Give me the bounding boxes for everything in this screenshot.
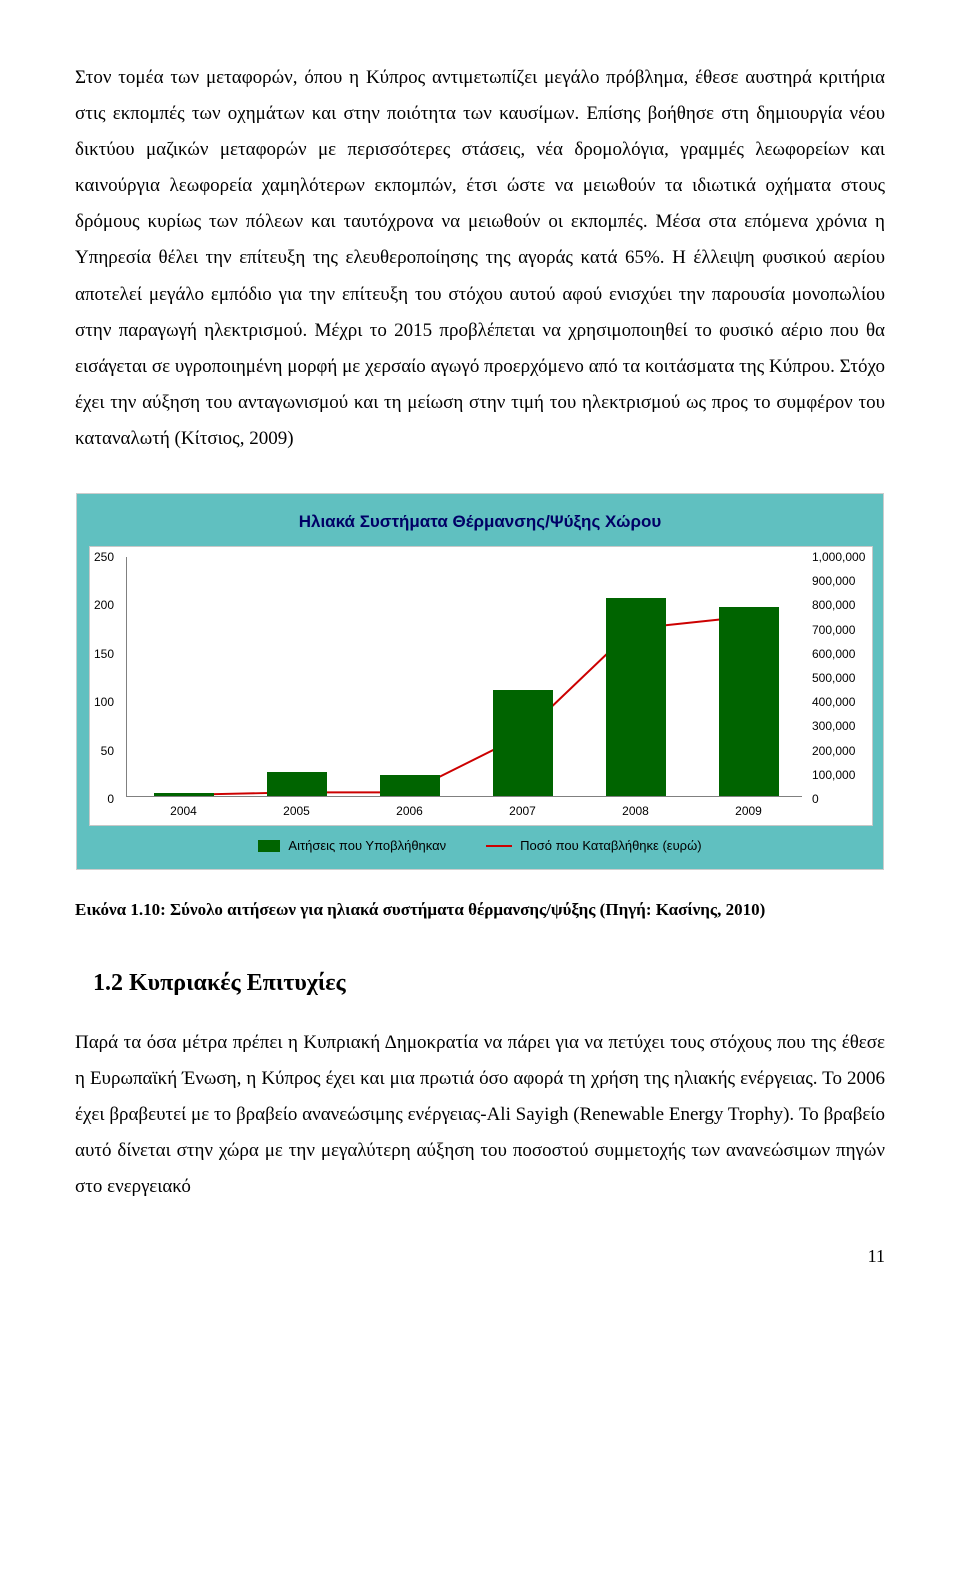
legend-bar-swatch [258, 840, 280, 852]
x-axis-label: 2005 [267, 804, 327, 818]
y-right-tick: 1,000,000 [812, 550, 876, 564]
chart-bar [719, 607, 779, 796]
y-right-tick: 400,000 [812, 695, 876, 709]
chart-title: Ηλιακά Συστήματα Θέρμανσης/Ψύξης Χώρου [89, 506, 871, 546]
page-number: 11 [75, 1246, 885, 1267]
y-left-tick: 150 [86, 647, 114, 661]
y-left-tick: 50 [86, 744, 114, 758]
y-left-tick: 0 [86, 792, 114, 806]
plot-inner: 200420052006200720082009 [126, 557, 802, 797]
legend-bar-label: Αιτήσεις που Υποβλήθηκαν [288, 838, 446, 853]
y-right-tick: 500,000 [812, 671, 876, 685]
y-right-tick: 600,000 [812, 647, 876, 661]
y-right-tick: 800,000 [812, 598, 876, 612]
paragraph-2: Παρά τα όσα μέτρα πρέπει η Κυπριακή Δημο… [75, 1025, 885, 1205]
y-right-tick: 200,000 [812, 744, 876, 758]
section-heading: 1.2 Κυπριακές Επιτυχίες [93, 970, 885, 997]
chart-line [127, 557, 802, 796]
y-right-tick: 300,000 [812, 719, 876, 733]
chart-bar [267, 772, 327, 796]
y-right-tick: 100,000 [812, 768, 876, 782]
y-left-tick: 250 [86, 550, 114, 564]
chart-figure: Ηλιακά Συστήματα Θέρμανσης/Ψύξης Χώρου 2… [76, 493, 884, 870]
chart-bar [493, 690, 553, 796]
chart-container: Ηλιακά Συστήματα Θέρμανσης/Ψύξης Χώρου 2… [76, 493, 884, 870]
x-axis-label: 2006 [380, 804, 440, 818]
legend-line-swatch [486, 845, 512, 847]
x-axis-label: 2007 [493, 804, 553, 818]
chart-bar [154, 793, 214, 796]
x-axis-label: 2009 [719, 804, 779, 818]
y-right-tick: 900,000 [812, 574, 876, 588]
legend-line-label: Ποσό που Καταβλήθηκε (ευρώ) [520, 838, 701, 853]
y-right-tick: 700,000 [812, 623, 876, 637]
chart-legend: Αιτήσεις που Υποβλήθηκαν Ποσό που Καταβλ… [89, 826, 871, 853]
legend-line: Ποσό που Καταβλήθηκε (ευρώ) [486, 838, 701, 853]
x-axis-label: 2008 [606, 804, 666, 818]
chart-plot-area: 200420052006200720082009 050100150200250… [89, 546, 873, 826]
y-right-tick: 0 [812, 792, 876, 806]
chart-bar [606, 598, 666, 796]
chart-bar [380, 775, 440, 796]
y-left-tick: 100 [86, 695, 114, 709]
paragraph-1: Στον τομέα των μεταφορών, όπου η Κύπρος … [75, 60, 885, 457]
figure-caption: Εικόνα 1.10: Σύνολο αιτήσεων για ηλιακά … [75, 900, 885, 920]
y-left-tick: 200 [86, 598, 114, 612]
x-axis-label: 2004 [154, 804, 214, 818]
legend-bar: Αιτήσεις που Υποβλήθηκαν [258, 838, 446, 853]
